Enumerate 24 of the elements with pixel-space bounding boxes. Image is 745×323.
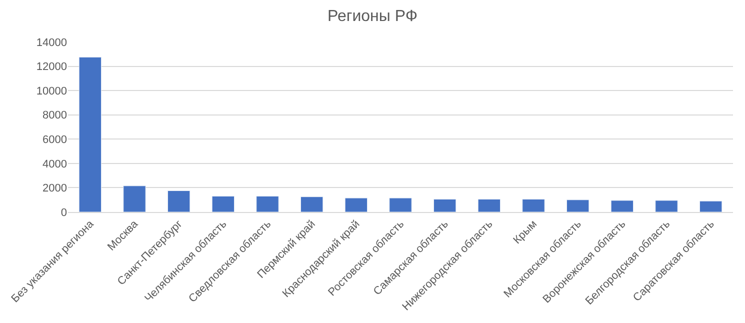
y-tick-label: 14000: [36, 36, 67, 49]
y-tick-label: 0: [60, 206, 67, 219]
bar: [212, 196, 234, 212]
bar: [655, 200, 678, 212]
bar: [522, 199, 545, 212]
bar: [168, 190, 190, 212]
bar: [389, 198, 412, 212]
bar: [344, 198, 368, 212]
y-tick-label: 4000: [42, 158, 67, 170]
bar: [700, 200, 722, 212]
y-tick-label: 2000: [42, 182, 67, 195]
bar: [300, 196, 324, 212]
y-tick-label: 6000: [42, 134, 67, 146]
bar: [434, 199, 456, 212]
y-tick-label: 8000: [42, 110, 67, 122]
bar: [256, 196, 279, 212]
chart-title: Регионы РФ: [328, 8, 418, 25]
bar: [566, 200, 590, 212]
bar: [478, 199, 500, 212]
bar: [123, 186, 146, 212]
y-tick-label: 12000: [36, 61, 67, 74]
bar: [78, 56, 102, 212]
bar: [610, 200, 634, 212]
y-tick-label: 10000: [36, 85, 67, 98]
